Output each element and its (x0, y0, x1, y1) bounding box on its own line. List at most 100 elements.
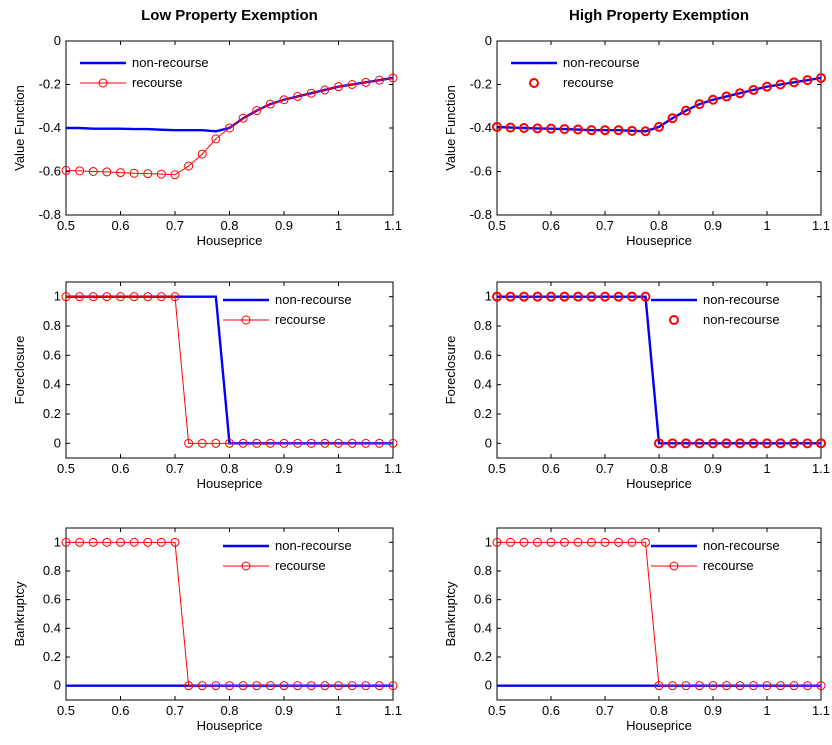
data-point (388, 73, 398, 83)
data-point (320, 681, 330, 691)
data-point (559, 291, 570, 302)
x-tick-label: 0.9 (275, 703, 293, 718)
data-point (546, 123, 556, 134)
data-point (708, 438, 718, 449)
legend-marker (241, 315, 251, 325)
y-tick-label: 0.8 (474, 318, 492, 333)
data-point (721, 438, 732, 449)
data-point (776, 681, 785, 691)
data-point (156, 537, 166, 547)
data-point (238, 113, 248, 123)
data-point (347, 681, 357, 691)
data-point (694, 99, 705, 110)
data-point (143, 292, 153, 302)
data-point (361, 438, 371, 448)
data-point (320, 438, 330, 448)
y-tick-label: 0.6 (43, 592, 61, 607)
x-tick-label: 0.7 (596, 461, 614, 476)
data-point (184, 438, 194, 448)
y-axis-label: Foreclosure (443, 336, 458, 405)
y-tick-label: -0.4 (470, 120, 492, 135)
chart-panel-r3c2: 0.5 0.6 0.7 0.8 0.9 1 1.1 0 0.2 0.4 0.6 0.8 1 non-rec… (443, 527, 830, 733)
y-tick-label: 0.2 (474, 406, 492, 421)
data-point (816, 681, 826, 691)
data-point (640, 291, 651, 302)
data-point (775, 438, 786, 449)
y-tick-label: 1 (54, 289, 61, 304)
legend: non-recourse non-recourse (651, 292, 780, 327)
y-axis-label: Foreclosure (12, 336, 27, 405)
x-tick-label: 0.9 (275, 218, 293, 233)
data-point (573, 537, 583, 547)
data-point (61, 292, 71, 302)
data-point (265, 438, 275, 448)
x-axis-label: Houseprice (197, 476, 263, 491)
data-point (75, 166, 85, 176)
data-point (668, 681, 677, 691)
data-point (762, 81, 772, 92)
x-axis-label: Houseprice (626, 718, 692, 733)
legend-label: non-recourse (703, 538, 780, 553)
x-tick-label: 0.8 (220, 218, 238, 233)
y-axis-label: Bankruptcy (443, 581, 458, 647)
data-point (170, 170, 180, 180)
data-point (546, 291, 556, 302)
y-tick-label: 0.2 (43, 649, 61, 664)
data-point (722, 681, 731, 691)
data-point (129, 292, 139, 302)
y-tick-label: 1 (485, 534, 492, 549)
data-point (361, 77, 371, 87)
data-point (789, 438, 799, 449)
legend-label: recourse (563, 75, 614, 90)
data-point (116, 292, 125, 302)
data-point (654, 121, 664, 132)
data-point (374, 75, 384, 85)
y-tick-label: 0 (54, 33, 61, 48)
x-tick-label: 0.8 (220, 703, 238, 718)
data-point (293, 91, 303, 101)
x-tick-label: 0.5 (488, 703, 506, 718)
data-point (533, 537, 542, 547)
data-point (374, 438, 384, 448)
y-tick-label: -0.2 (470, 77, 492, 92)
data-point (102, 537, 112, 547)
y-tick-label: 0.6 (474, 347, 492, 362)
y-axis-label: Bankruptcy (12, 581, 27, 647)
data-point (627, 125, 637, 136)
x-tick-label: 1.1 (812, 218, 830, 233)
y-tick-label: 0.8 (43, 563, 61, 578)
legend: non-recourse recourse (223, 292, 352, 327)
y-tick-label: -0.6 (39, 164, 61, 179)
legend-label: recourse (275, 312, 326, 327)
series-line (66, 296, 393, 444)
data-point (600, 537, 610, 547)
legend: non-recourse recourse (80, 55, 209, 90)
data-point (197, 438, 207, 448)
y-tick-label: -0.8 (39, 207, 61, 222)
legend: non-recourse recourse (511, 55, 640, 90)
chart-title: High Property Exemption (569, 7, 749, 24)
y-axis-label: Value Function (443, 85, 458, 171)
data-point (265, 681, 275, 691)
y-tick-label: -0.6 (470, 164, 492, 179)
plot-area (496, 527, 822, 701)
data-point (225, 438, 234, 448)
data-point (334, 681, 343, 691)
data-point (775, 79, 786, 90)
legend-label: recourse (703, 558, 754, 573)
x-tick-label: 0.7 (596, 218, 614, 233)
x-axis-label: Houseprice (197, 718, 263, 733)
data-point (735, 88, 745, 99)
legend: non-recourse recourse (223, 538, 352, 573)
data-point (748, 438, 759, 449)
data-point (170, 292, 180, 302)
data-point (816, 72, 826, 83)
data-point (75, 537, 85, 547)
y-tick-label: 0.4 (474, 620, 492, 635)
series-b (61, 73, 398, 180)
data-point (519, 123, 529, 133)
data-point (143, 169, 153, 179)
data-point (681, 681, 691, 691)
data-point (306, 438, 316, 448)
legend-label: non-recourse (563, 55, 640, 70)
